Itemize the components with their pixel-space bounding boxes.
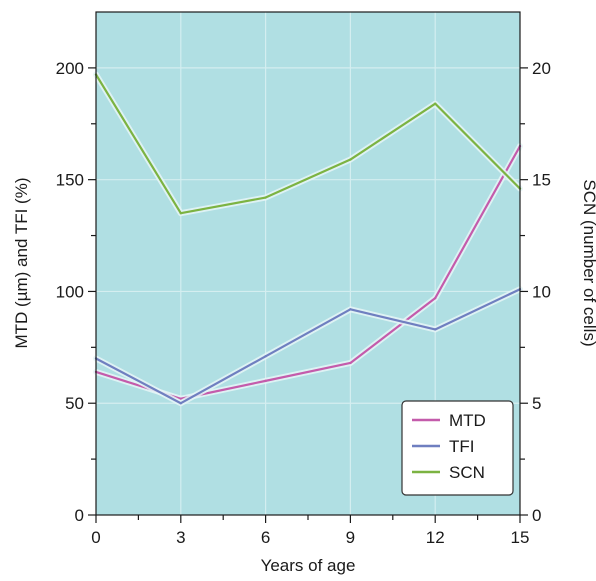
right-y-tick-label: 10 <box>532 282 551 301</box>
left-y-tick-label: 200 <box>56 59 84 78</box>
right-y-tick-label: 20 <box>532 59 551 78</box>
x-tick-label: 3 <box>176 528 185 547</box>
series-line-scn <box>95 74 521 215</box>
data-point-mtd <box>434 296 437 300</box>
left-y-tick-label: 150 <box>56 171 84 190</box>
data-point-scn <box>349 158 352 161</box>
data-point-mtd <box>179 397 182 400</box>
data-point-tfi <box>434 328 437 331</box>
x-axis-title: Years of age <box>261 556 356 575</box>
x-tick-label: 12 <box>426 528 445 547</box>
data-point-tfi <box>264 355 267 358</box>
right-y-tick-label: 5 <box>532 394 541 413</box>
series-lines <box>93 71 523 407</box>
legend-label-scn: SCN <box>449 463 485 482</box>
data-point-scn <box>179 212 182 215</box>
data-point-tfi <box>179 402 182 405</box>
legend: MTD TFI SCN <box>401 400 514 496</box>
right-y-tick-label: 15 <box>532 171 551 190</box>
data-point-scn <box>434 102 437 105</box>
legend-label-tfi: TFI <box>449 437 475 456</box>
right-y-axis-title: SCN (number of cells) <box>580 179 596 346</box>
gridlines <box>96 12 520 515</box>
data-point-mtd <box>349 361 352 365</box>
x-tick-label: 9 <box>346 528 355 547</box>
left-y-tick-label: 50 <box>65 394 84 413</box>
x-tick-label: 15 <box>511 528 530 547</box>
series-line-tfi <box>95 288 521 405</box>
x-tick-label: 6 <box>261 528 270 547</box>
data-point-scn <box>264 196 267 199</box>
x-tick-label: 0 <box>91 528 100 547</box>
data-point-mtd <box>264 379 267 383</box>
left-y-axis-title: MTD (µm) and TFI (%) <box>12 178 31 349</box>
legend-label-mtd: MTD <box>449 411 486 430</box>
data-point-tfi <box>349 308 352 311</box>
left-y-tick-label: 0 <box>75 506 84 525</box>
left-y-tick-label: 100 <box>56 282 84 301</box>
right-y-tick-label: 0 <box>532 506 541 525</box>
